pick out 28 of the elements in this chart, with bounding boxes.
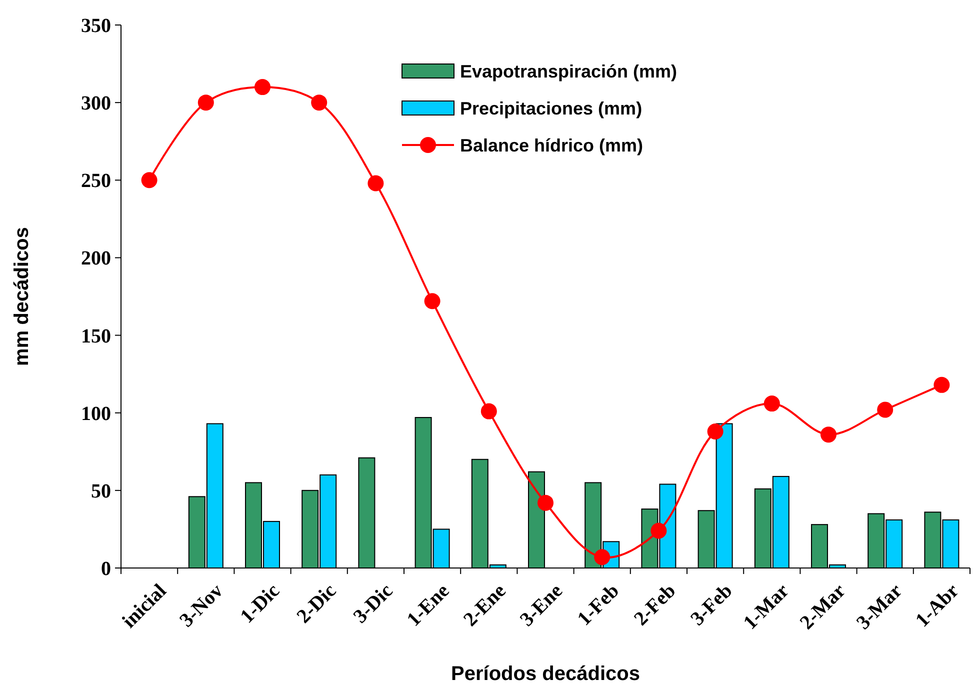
- y-tick-label: 50: [91, 480, 111, 502]
- y-tick-label: 0: [101, 558, 111, 580]
- point: [877, 402, 894, 418]
- x-axis-title: Períodos decádicos: [451, 663, 640, 685]
- y-tick-label: 300: [81, 92, 111, 115]
- legend-label: Balance hídrico (mm): [460, 135, 644, 156]
- point: [650, 522, 667, 539]
- y-tick-label: 350: [81, 15, 111, 37]
- point: [311, 94, 328, 111]
- legend-label: Evapotranspiración (mm): [460, 61, 678, 82]
- y-tick-label: 100: [81, 402, 111, 425]
- point: [764, 396, 780, 412]
- y-tick-label: 250: [81, 170, 111, 192]
- point: [368, 175, 384, 192]
- point: [198, 94, 214, 111]
- point: [141, 172, 158, 188]
- point: [934, 376, 950, 393]
- y-tick-label: 200: [81, 248, 111, 270]
- legend-label: Precipitaciones (mm): [460, 98, 642, 118]
- y-axis-title: mm decádicos: [11, 227, 33, 366]
- point: [594, 549, 610, 566]
- point: [820, 426, 836, 443]
- point: [424, 293, 440, 310]
- point: [538, 494, 554, 511]
- point: [480, 403, 497, 420]
- point: [254, 79, 270, 96]
- y-tick-label: 150: [81, 325, 111, 348]
- point: [707, 423, 724, 440]
